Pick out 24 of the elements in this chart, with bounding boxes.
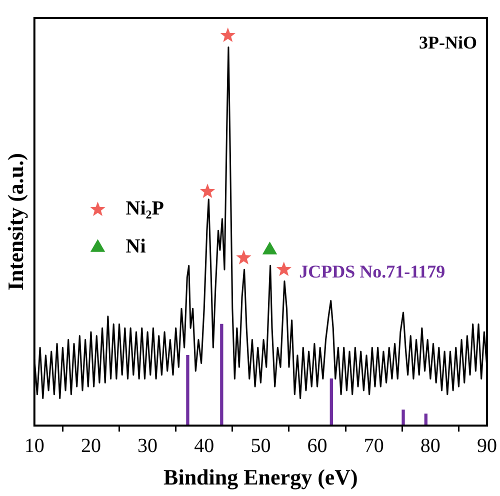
x-tick-label: 80 (420, 434, 440, 457)
bar (402, 410, 405, 426)
x-axis-title: Binding Energy (eV) (164, 464, 358, 490)
bar (186, 355, 190, 426)
x-tick-label: 10 (24, 434, 44, 457)
bar (220, 324, 224, 426)
x-tick-label: 50 (250, 434, 271, 457)
annotation: 3P-NiO (419, 32, 477, 53)
point (200, 184, 216, 198)
x-tick-label: 60 (307, 434, 328, 457)
x-tick-label: 70 (364, 434, 384, 457)
legend-label: Ni₂P (126, 198, 164, 220)
point (263, 242, 276, 254)
x-tick-label: 20 (80, 434, 101, 457)
x-tick-label: 90 (477, 434, 497, 457)
point (220, 28, 236, 42)
point (236, 250, 252, 264)
bar (330, 378, 333, 426)
y-axis-title: Intensity (a.u.) (2, 153, 28, 291)
x-tick-label: 40 (194, 434, 214, 457)
annotation: JCPDS No.71-1179 (299, 261, 446, 282)
x-tick-label: 30 (138, 434, 158, 457)
point (276, 262, 292, 276)
legend-label: Ni (126, 236, 146, 258)
